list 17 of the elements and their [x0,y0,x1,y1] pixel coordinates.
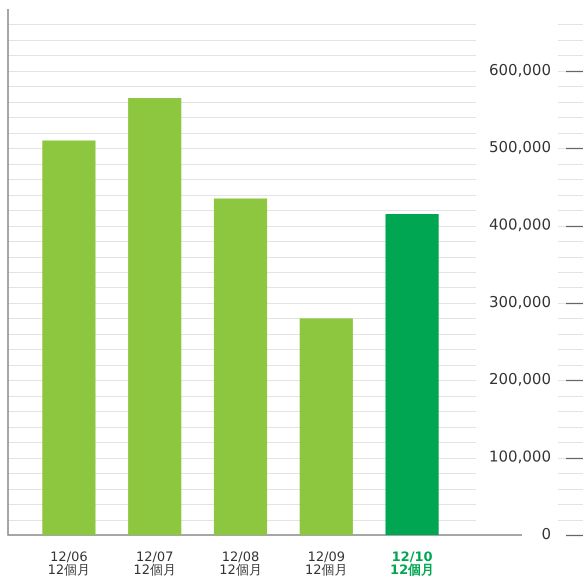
y-tick-label: 300,000 [488,292,551,311]
y-tick-label: 400,000 [488,215,551,234]
x-tick-label: 12/06 12個月 [48,550,90,578]
y-tick-label: 500,000 [488,138,551,156]
y-tick-label: 200,000 [488,370,551,388]
x-tick-label: 12/09 12個月 [305,550,348,578]
y-tick-label: 100,000 [488,448,551,466]
bar [128,98,182,535]
bar [300,318,353,535]
x-tick-label: 12/08 12個月 [219,550,262,578]
bar [42,140,96,535]
bar [214,198,268,535]
bar [386,214,439,535]
x-tick-label: 12/10 12個月 [390,550,434,578]
x-tick-label: 12/07 12個月 [133,550,176,578]
y-tick-label: 600,000 [488,60,551,79]
y-tick-label: 0 [541,524,551,543]
